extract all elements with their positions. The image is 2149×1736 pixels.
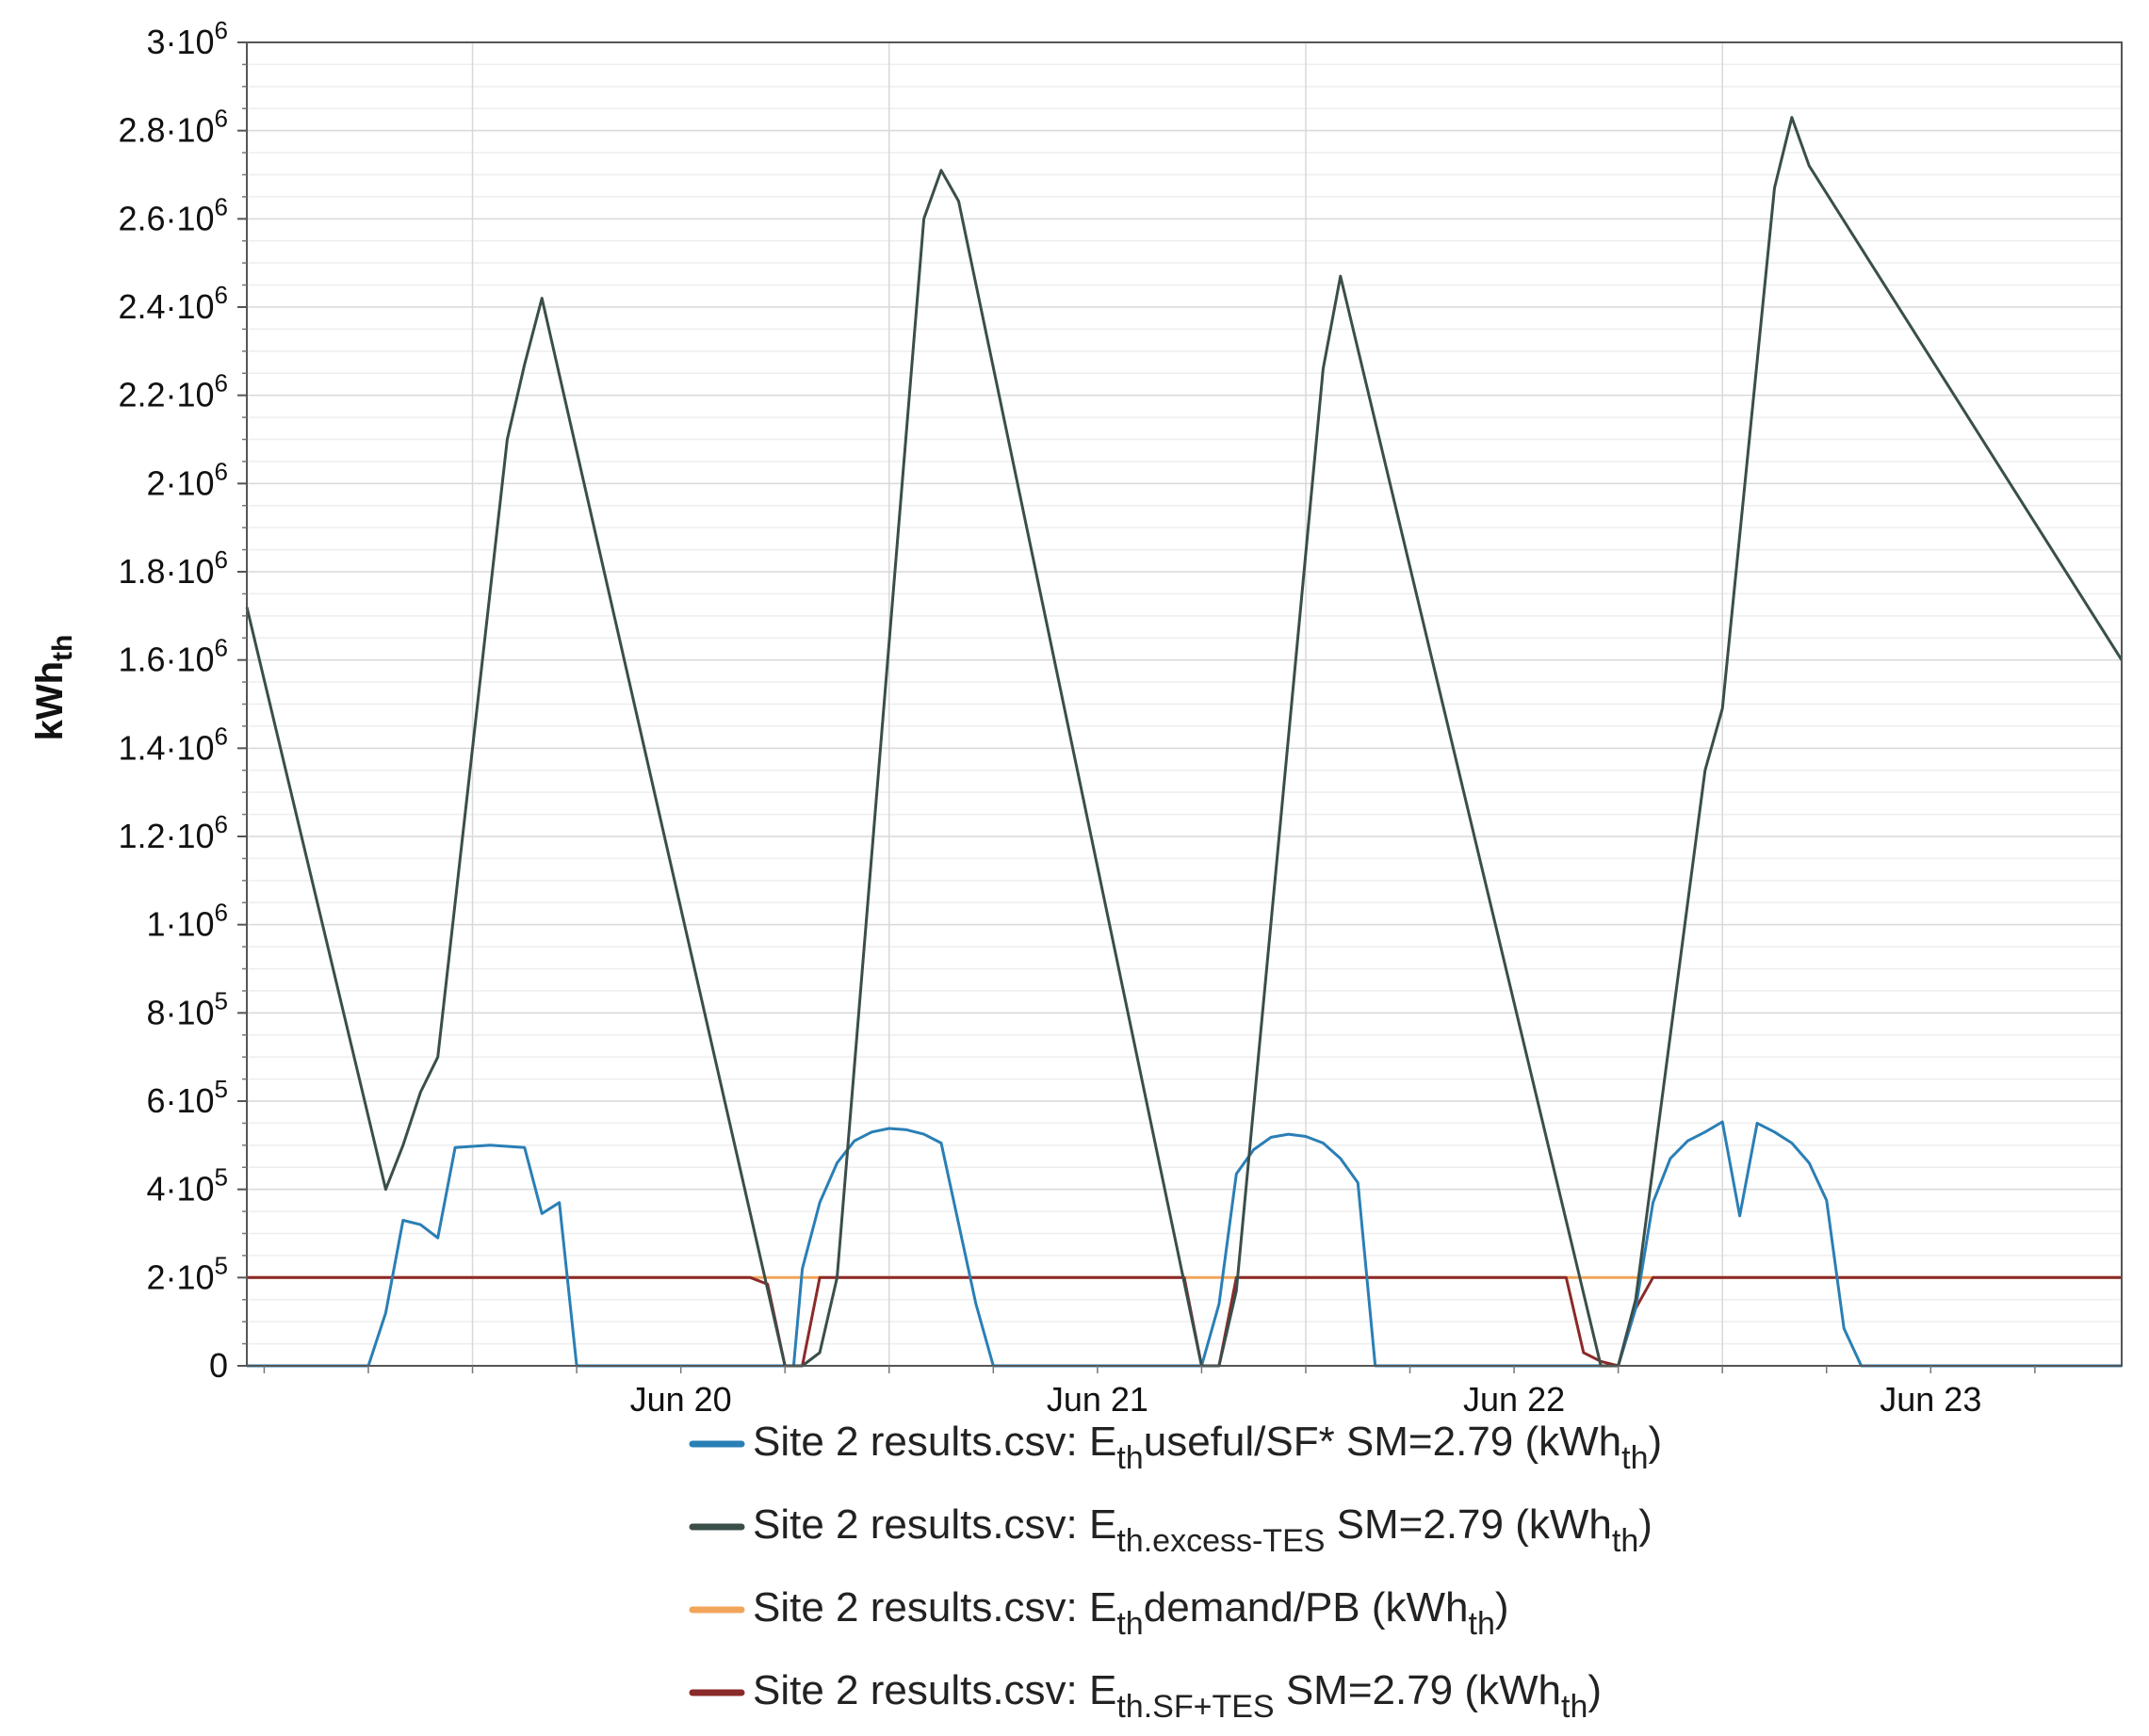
legend: Site 2 results.csv: Ethuseful/SF* SM=2.7…	[689, 1419, 1662, 1725]
y-tick-label: 8·105	[146, 986, 228, 1031]
y-tick-label: 1.2·106	[118, 810, 228, 855]
y-tick-label: 4·105	[146, 1163, 228, 1209]
y-tick-label: 3·106	[146, 16, 228, 61]
legend-entry: Site 2 results.csv: Eth.SF+TES SM=2.79 (…	[753, 1667, 1602, 1725]
y-tick-label: 1·106	[146, 899, 228, 944]
y-tick-label: 1.8·106	[118, 545, 228, 591]
x-tick-label: Jun 22	[1463, 1380, 1565, 1419]
series-line-2	[245, 116, 2124, 1368]
y-tick-label: 2.6·106	[118, 192, 228, 237]
x-axis: Jun 20 Jun 21 Jun 22 Jun 23	[263, 1366, 2036, 1419]
x-tick-label: Jun 23	[1880, 1380, 1981, 1419]
x-tick-label: Jun 20	[630, 1380, 732, 1419]
y-tick-label: 2.8·106	[118, 105, 228, 150]
series-layer	[245, 116, 2124, 1368]
series-line-1	[247, 1120, 2122, 1368]
legend-entry: Site 2 results.csv: Ethuseful/SF* SM=2.7…	[753, 1419, 1662, 1476]
y-tick-label: 2·105	[146, 1251, 228, 1296]
y-axis: 0 2·105 4·105 6·105 8·105 1·106 1.2·106 1.4·106…	[118, 16, 247, 1385]
y-tick-label: 2.4·106	[118, 281, 228, 326]
y-tick-label: 1.4·106	[118, 722, 228, 767]
y-tick-label: 0	[209, 1346, 228, 1385]
legend-entry: Site 2 results.csv: Ethdemand/PB (kWhth)	[753, 1584, 1509, 1642]
y-tick-label: 1.6·106	[118, 634, 228, 679]
x-tick-label: Jun 21	[1047, 1380, 1148, 1419]
legend-entry: Site 2 results.csv: Eth.excess-TES SM=2.…	[753, 1501, 1652, 1559]
y-tick-label: 6·105	[146, 1075, 228, 1120]
y-axis-label: kWhth	[29, 635, 78, 741]
y-tick-label: 2·106	[146, 457, 228, 502]
y-tick-label: 2.2·106	[118, 369, 228, 414]
